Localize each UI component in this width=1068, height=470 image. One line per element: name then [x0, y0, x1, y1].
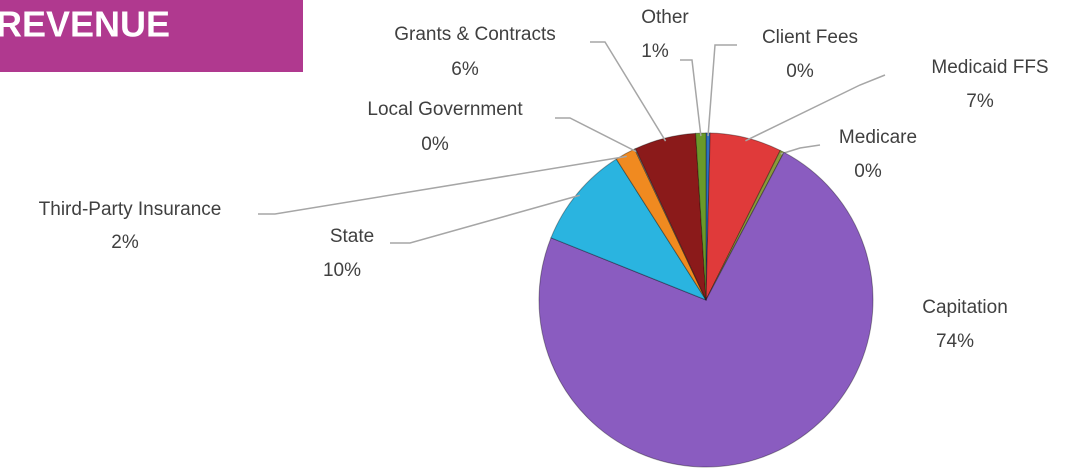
pie-slice [615, 148, 707, 301]
chart-title: REVENUE [0, 4, 170, 45]
slice-label: Capitation [922, 297, 1008, 318]
leader-line [707, 44, 737, 137]
pie-slice [634, 132, 707, 301]
leader-line [258, 155, 627, 215]
slice-label: Client Fees [762, 27, 858, 48]
slice-label: Medicare [839, 127, 917, 148]
pie-slice [538, 151, 874, 468]
slice-value-label: 74% [936, 331, 974, 352]
slice-value-label: 7% [966, 91, 994, 112]
pie-slice [633, 147, 707, 301]
slice-label: Local Government [367, 99, 523, 120]
slice-label: Third-Party Insurance [39, 199, 222, 220]
slice-label: Grants & Contracts [394, 24, 556, 45]
slice-value-label: 0% [854, 161, 882, 182]
leader-line [780, 144, 821, 155]
leader-line [745, 74, 886, 142]
slice-value-label: 10% [323, 260, 361, 281]
slice-value-label: 2% [111, 232, 139, 253]
pie-slice [550, 158, 708, 302]
slice-value-label: 0% [421, 134, 449, 155]
slice-label: State [330, 226, 374, 247]
leader-line [590, 41, 667, 142]
slice-value-label: 1% [641, 41, 669, 62]
pie-slice [705, 132, 781, 301]
leader-line [390, 194, 581, 244]
title-box [0, 0, 303, 72]
leader-line [680, 59, 702, 137]
leader-line [555, 117, 637, 153]
slice-label: Medicaid FFS [931, 57, 1048, 78]
slice-value-label: 0% [786, 61, 814, 82]
slice-value-label: 6% [451, 59, 479, 80]
slice-label: Other [641, 7, 689, 28]
